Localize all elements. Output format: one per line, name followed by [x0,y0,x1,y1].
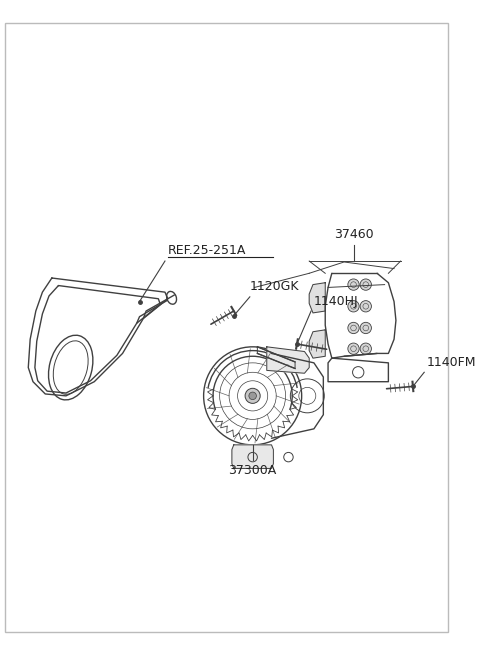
Circle shape [360,279,372,290]
Text: 37300A: 37300A [228,464,277,477]
Circle shape [360,301,372,312]
Circle shape [348,301,359,312]
Text: REF.25-251A: REF.25-251A [168,244,246,257]
Circle shape [360,343,372,354]
Circle shape [348,322,359,333]
Polygon shape [309,283,325,313]
Circle shape [360,322,372,333]
Circle shape [245,388,260,403]
Polygon shape [267,347,309,373]
Circle shape [348,279,359,290]
Circle shape [348,343,359,354]
Text: 1140FM: 1140FM [427,356,477,369]
Circle shape [249,392,256,400]
Text: 1120GK: 1120GK [250,280,300,293]
Polygon shape [232,445,274,468]
Text: 37460: 37460 [334,228,373,241]
Polygon shape [309,330,325,358]
Text: 1140HJ: 1140HJ [314,295,359,308]
